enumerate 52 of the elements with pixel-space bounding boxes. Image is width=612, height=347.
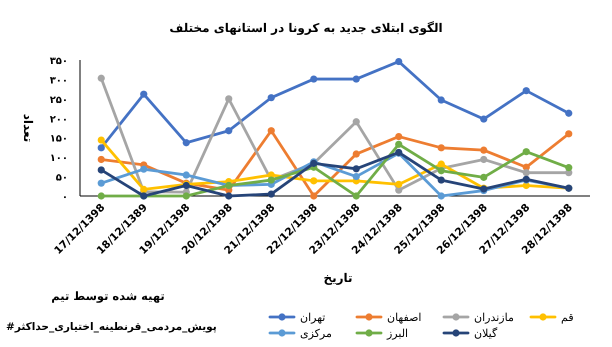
point (352, 118, 360, 126)
point (352, 172, 360, 180)
point (352, 150, 360, 158)
point (395, 140, 402, 148)
point (140, 90, 148, 98)
point (438, 96, 445, 104)
point (480, 156, 488, 164)
point (182, 139, 190, 146)
point (98, 74, 105, 82)
point (438, 167, 445, 174)
annotation: #پویش_مردمی_قرنطینه_اختیاری_حداکثر (6, 321, 217, 333)
point (395, 132, 402, 140)
ylabel: تعداد (21, 114, 35, 142)
point (98, 192, 105, 200)
point (225, 192, 232, 200)
point (522, 148, 530, 156)
point (268, 127, 275, 134)
point (565, 130, 572, 138)
point (352, 165, 360, 172)
point (182, 192, 190, 200)
point (480, 174, 488, 181)
annotation: تهیه شده توسط تیم (51, 289, 165, 303)
point (310, 177, 318, 184)
point (438, 192, 445, 200)
point (98, 166, 105, 174)
point (98, 180, 105, 187)
point (225, 127, 232, 134)
point (225, 95, 232, 102)
point (522, 87, 530, 94)
point (522, 169, 530, 176)
title: الگوی ابتلای جدید به کرونا در استانهای مختلف (169, 21, 443, 35)
point (438, 144, 445, 152)
point (438, 176, 445, 184)
point (352, 75, 360, 83)
point (268, 94, 275, 102)
point (395, 58, 402, 66)
point (182, 171, 190, 179)
point (352, 192, 360, 200)
point (395, 180, 402, 188)
point (98, 144, 105, 152)
point (268, 190, 275, 198)
point (438, 160, 445, 168)
xlabel: تاریخ (323, 271, 353, 285)
point (565, 110, 572, 117)
point (310, 192, 318, 200)
point (565, 164, 572, 172)
point (480, 115, 488, 123)
point (98, 136, 105, 144)
point (480, 146, 488, 154)
point (140, 166, 148, 173)
point (310, 75, 318, 83)
point (98, 156, 105, 164)
